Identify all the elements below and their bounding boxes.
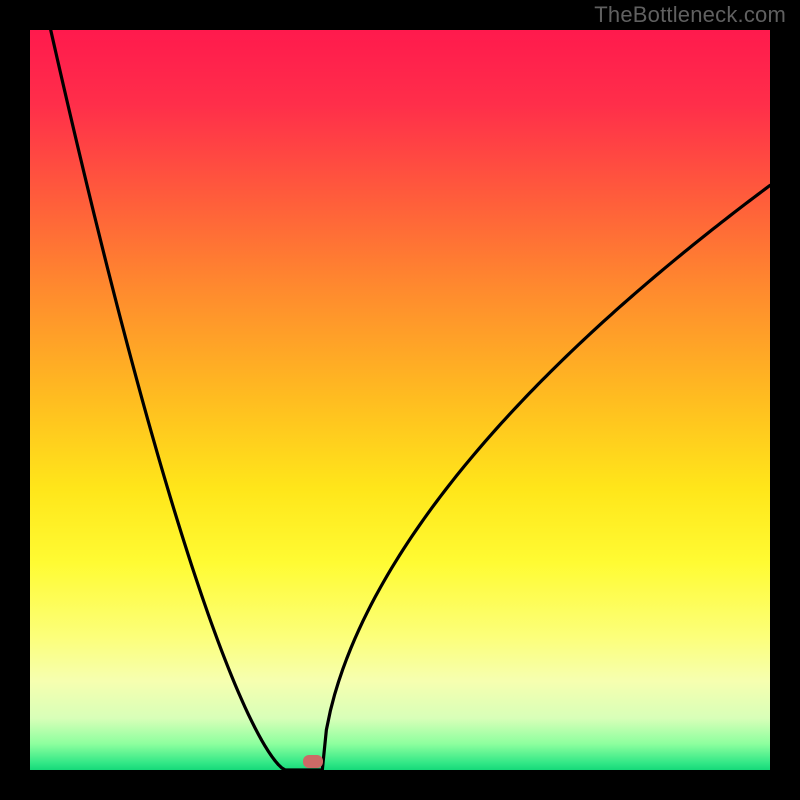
watermark-text: TheBottleneck.com — [594, 2, 786, 28]
bottleneck-chart — [30, 30, 770, 770]
optimum-marker — [303, 755, 323, 768]
